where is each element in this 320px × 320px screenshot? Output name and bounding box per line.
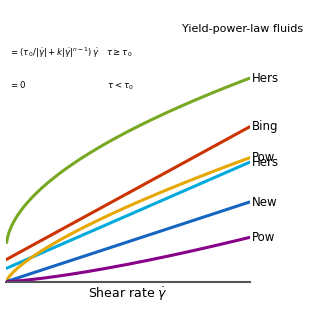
- Text: New: New: [252, 196, 278, 209]
- X-axis label: Shear rate $\dot{\gamma}$: Shear rate $\dot{\gamma}$: [88, 286, 168, 303]
- Text: Hers: Hers: [252, 72, 279, 85]
- Text: Bing: Bing: [252, 120, 278, 133]
- Text: $= 0$                              $\tau < \tau_0$: $= 0$ $\tau < \tau_0$: [9, 80, 133, 92]
- Text: Pow: Pow: [252, 231, 276, 244]
- Text: Hers: Hers: [252, 156, 279, 169]
- Text: Yield-power-law fluids: Yield-power-law fluids: [181, 24, 303, 34]
- Text: Pow: Pow: [252, 151, 276, 164]
- Text: $= (\tau_0/|\dot{\gamma}| + k|\dot{\gamma}|^{n-1})\,\dot{\gamma}$   $\tau \geq \: $= (\tau_0/|\dot{\gamma}| + k|\dot{\gamm…: [9, 46, 132, 60]
